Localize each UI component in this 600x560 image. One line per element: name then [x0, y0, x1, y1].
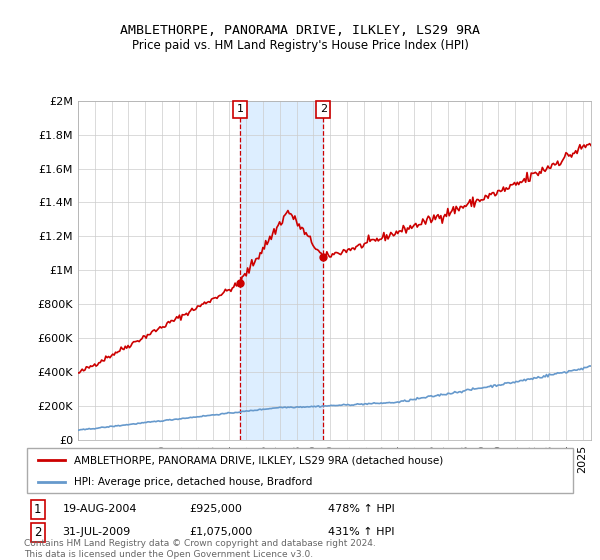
Text: 1: 1	[236, 104, 244, 114]
Text: 2: 2	[34, 526, 41, 539]
Point	[235, 278, 245, 287]
Text: 2: 2	[320, 104, 327, 114]
Text: £925,000: £925,000	[190, 505, 242, 514]
Text: Price paid vs. HM Land Registry's House Price Index (HPI): Price paid vs. HM Land Registry's House …	[131, 39, 469, 52]
Text: AMBLETHORPE, PANORAMA DRIVE, ILKLEY, LS29 9RA (detached house): AMBLETHORPE, PANORAMA DRIVE, ILKLEY, LS2…	[74, 455, 443, 465]
FancyBboxPatch shape	[27, 449, 573, 493]
Text: 31-JUL-2009: 31-JUL-2009	[62, 528, 131, 538]
Text: £1,075,000: £1,075,000	[190, 528, 253, 538]
Text: 478% ↑ HPI: 478% ↑ HPI	[328, 505, 394, 514]
Text: 431% ↑ HPI: 431% ↑ HPI	[328, 528, 394, 538]
Bar	[240, 101, 323, 440]
Text: 19-AUG-2004: 19-AUG-2004	[62, 505, 137, 514]
Text: Contains HM Land Registry data © Crown copyright and database right 2024.
This d: Contains HM Land Registry data © Crown c…	[24, 539, 376, 559]
Point	[319, 253, 328, 262]
Text: 1: 1	[34, 503, 41, 516]
Text: HPI: Average price, detached house, Bradford: HPI: Average price, detached house, Brad…	[74, 478, 312, 487]
Text: AMBLETHORPE, PANORAMA DRIVE, ILKLEY, LS29 9RA: AMBLETHORPE, PANORAMA DRIVE, ILKLEY, LS2…	[120, 24, 480, 36]
